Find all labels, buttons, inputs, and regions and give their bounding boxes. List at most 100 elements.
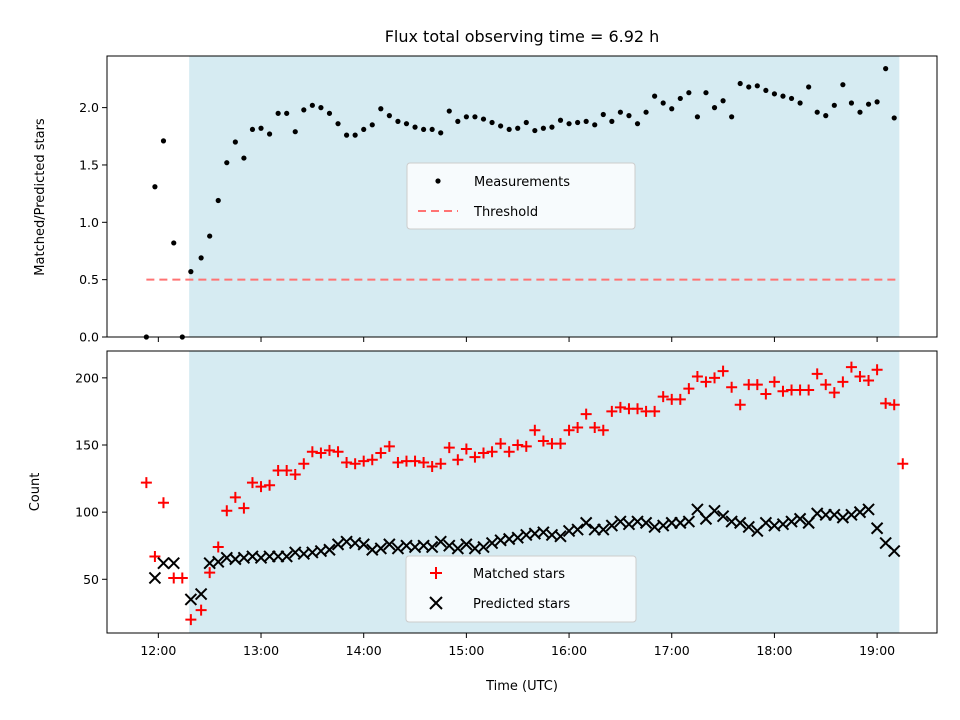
matched-star-point (426, 460, 438, 472)
predicted-star-point (383, 538, 396, 551)
predicted-star-point (357, 538, 370, 551)
bottom-panel: 50 100 150 200 12:00 13:00 14:00 15:00 16:00 17:… (28, 350, 938, 694)
top-legend-box (406, 162, 636, 230)
predicted-star-point (853, 505, 867, 519)
predicted-star-point (708, 504, 721, 518)
measurement-point (583, 118, 589, 124)
legend-threshold: Threshold (473, 205, 538, 220)
measurement-point (694, 114, 701, 120)
matched-star-point (880, 397, 892, 409)
measurement-point (215, 197, 221, 204)
measurement-point (780, 93, 786, 99)
predicted-star-point (836, 511, 850, 524)
measurement-point (549, 124, 555, 130)
matched-star-point (375, 447, 387, 459)
measurement-point (831, 102, 837, 108)
measurement-point (797, 100, 803, 106)
chart-title: Flux total observing time = 6.92 h (385, 27, 660, 46)
matched-star-point (760, 388, 772, 400)
matched-star-point (563, 424, 575, 436)
measurement-point (711, 105, 718, 111)
measurement-point (823, 113, 829, 119)
legend-predicted-stars: Predicted stars (473, 597, 570, 612)
predicted-star-point (716, 509, 730, 523)
measurement-point (472, 114, 478, 120)
measurement-point (455, 118, 461, 124)
bottom-y-tick-label: 50 (83, 572, 99, 587)
matched-star-point (717, 365, 729, 377)
measurement-point (729, 114, 735, 120)
matched-star-point (185, 614, 197, 626)
bottom-legend: Matched stars Predicted stars (405, 555, 637, 623)
legend-matched-stars: Matched stars (473, 567, 565, 582)
measurement-point (532, 127, 538, 134)
predicted-star-point (212, 555, 225, 569)
measurement-point (669, 106, 675, 112)
matched-star-point (589, 422, 601, 434)
matched-star-point (255, 481, 267, 493)
matched-star-point (649, 405, 661, 417)
matched-star-point (281, 465, 293, 477)
measurement-point (523, 119, 529, 126)
measurement-point (301, 107, 307, 113)
measurement-point (540, 125, 546, 131)
matched-star-point (657, 391, 669, 403)
legend-plus-marker (430, 567, 442, 579)
matched-star-point (726, 381, 738, 393)
matched-star-point (246, 477, 258, 489)
top-y-tick-label: 1.5 (79, 157, 99, 172)
measurement-point (249, 126, 256, 133)
matched-star-point (606, 405, 618, 417)
matched-star-point (495, 438, 507, 450)
measurement-point (609, 118, 615, 124)
top-y-tick-label: 0.0 (79, 330, 99, 345)
matched-star-point (820, 379, 832, 391)
measurement-point (883, 66, 889, 72)
measurement-point (746, 84, 752, 90)
matched-star-point (435, 458, 447, 470)
legend-dot-marker (435, 178, 441, 184)
measurement-point (386, 113, 392, 119)
predicted-star-point (451, 542, 465, 555)
matched-star-point (229, 491, 241, 503)
matched-star-point (751, 379, 763, 391)
predicted-star-point (776, 518, 790, 531)
top-legend: Measurements Threshold (406, 162, 636, 230)
bottom-y-tick-label: 100 (75, 505, 99, 520)
measurement-point (266, 131, 273, 137)
matched-star-point (383, 440, 395, 452)
bottom-y-tick-label: 200 (75, 370, 99, 385)
measurement-point (634, 121, 641, 127)
predicted-star-point (485, 536, 499, 550)
predicted-star-markers (148, 503, 901, 606)
predicted-star-point (157, 556, 170, 570)
matched-star-point (452, 454, 464, 466)
predicted-star-point (862, 503, 875, 516)
top-y-tick-label: 1.0 (79, 215, 99, 230)
matched-star-point (683, 383, 695, 395)
measurement-point (840, 82, 846, 88)
measurement-point (420, 126, 427, 133)
measurement-point (686, 90, 692, 96)
matched-star-point (212, 541, 224, 553)
matched-star-point (709, 372, 721, 384)
predicted-star-point (605, 519, 619, 532)
predicted-star-point (184, 593, 198, 606)
measurement-point (232, 139, 238, 145)
matched-star-point (486, 446, 498, 458)
measurement-point (677, 95, 683, 102)
bottom-y-axis: 50 100 150 200 (75, 370, 107, 587)
legend-measurements: Measurements (474, 175, 570, 190)
measurement-point (660, 100, 666, 106)
matched-star-point (332, 446, 344, 458)
measurement-point (498, 123, 504, 129)
top-y-tick-label: 2.0 (79, 100, 99, 115)
measurement-point (395, 118, 401, 124)
predicted-star-point (434, 535, 447, 548)
predicted-star-point (733, 516, 747, 530)
matched-star-point (674, 393, 686, 405)
matched-star-point (691, 371, 703, 383)
measurement-point (515, 125, 521, 131)
measurement-point (335, 121, 341, 127)
top-panel: 0.00.51.01.52.0 Matched/Predicted stars … (33, 55, 938, 345)
